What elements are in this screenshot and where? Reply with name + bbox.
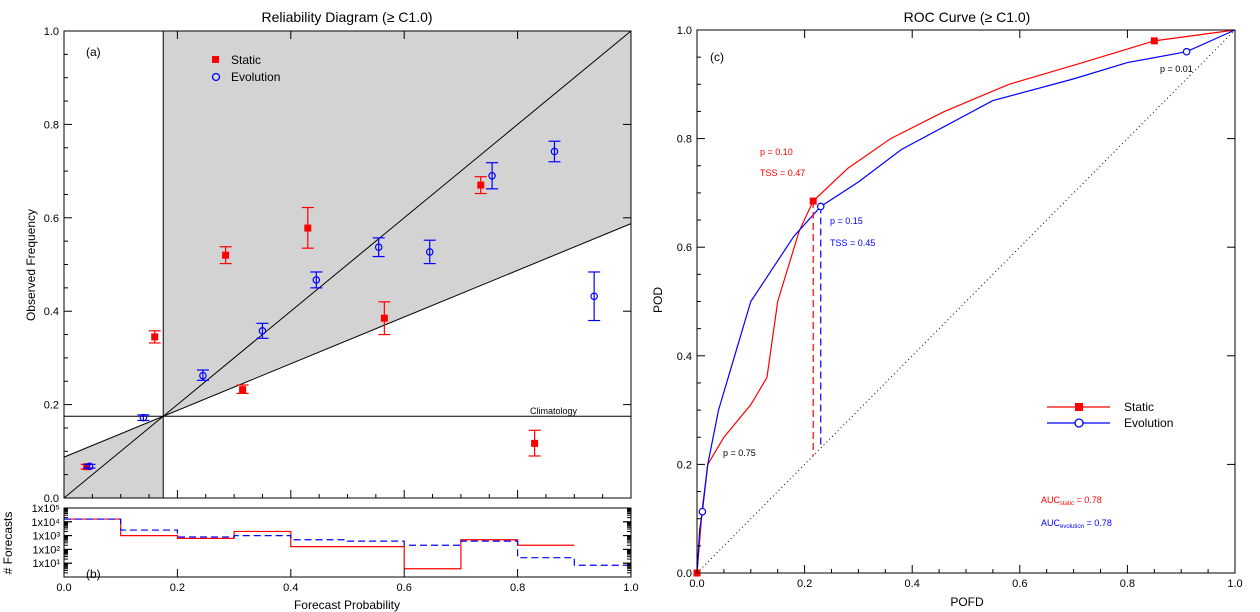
annotation-p-high: p = 0.01	[1160, 64, 1193, 74]
legend-evolution-label: Evolution	[231, 70, 280, 84]
legend-evolution-marker	[211, 72, 221, 82]
histogram-y-tick-label: 1x10³	[32, 531, 60, 543]
histogram-y-tick-label: 1x10²	[32, 544, 60, 556]
roc-y-tick-label: 0.6	[677, 242, 692, 254]
evolution-point	[139, 413, 148, 422]
roc-static-curve	[696, 29, 1236, 574]
climatology-label: Climatology	[530, 406, 578, 416]
histogram-static-line	[64, 518, 575, 570]
roc-title: ROC Curve (≥ C1.0)	[904, 9, 1031, 25]
static-optimal-point	[809, 197, 817, 205]
histogram-x-tick-label: 0.4	[283, 582, 298, 594]
reliability-title: Reliability Diagram (≥ C1.0)	[261, 9, 432, 25]
roc-y-tick-label: 1.0	[677, 25, 692, 37]
histogram-x-tick-label: 0.6	[397, 582, 412, 594]
panel-b-label: (b)	[86, 567, 101, 581]
evolution-point	[425, 248, 434, 256]
legend-static-label: Static	[231, 53, 261, 67]
reliability-y-tick-label: 0.8	[44, 119, 59, 131]
reliability-y-label: Observed Frequency	[24, 209, 38, 321]
reliability-y-tick-label: 0.6	[44, 213, 59, 225]
panel-c-label: (c)	[710, 50, 724, 64]
reliability-diagram: Reliability Diagram (≥ C1.0) 0.0 0.2 0.4 0.…	[24, 9, 632, 505]
histogram-x-label: Forecast Probability	[294, 598, 400, 612]
roc-evolution-curve	[696, 29, 1236, 574]
evolution-point	[85, 462, 94, 471]
roc-y-tick-label: 0.2	[677, 459, 692, 471]
annotation-tss-evolution: TSS = 0.45	[830, 238, 875, 248]
roc-y-tick-label: 0.4	[677, 351, 692, 363]
static-point	[151, 333, 159, 341]
static-point	[239, 386, 247, 394]
evolution-low-point	[698, 507, 707, 516]
roc-x-tick-label: 0.2	[797, 578, 812, 590]
roc-x-tick-label: 1.0	[1227, 578, 1242, 590]
histogram-x-tick-label: 0.2	[170, 582, 185, 594]
perfect-reliability-line	[63, 30, 632, 499]
roc-legend: Static Evolution	[1047, 400, 1173, 430]
annotation-p-low: p = 0.75	[723, 448, 756, 458]
roc-legend-evolution-label: Evolution	[1124, 416, 1173, 430]
histogram-plot-frame	[63, 507, 632, 578]
histogram-x-tick-label: 0.8	[510, 582, 525, 594]
roc-x-tick-label: 0.6	[1012, 578, 1027, 590]
evolution-point	[312, 276, 321, 284]
evolution-point	[258, 327, 267, 335]
evolution-point	[488, 171, 496, 180]
roc-legend-static-label: Static	[1124, 400, 1154, 414]
legend-static-marker	[212, 56, 219, 63]
roc-y-tick-label: 0.8	[677, 134, 692, 146]
no-skill-line	[63, 223, 632, 458]
annotation-p-evolution: p = 0.15	[830, 216, 863, 226]
auc-static-text: AUCstatic = 0.78	[1041, 495, 1102, 507]
panel-a-label: (a)	[86, 45, 101, 59]
evolution-optimal-point	[816, 202, 825, 211]
no-skill-diagonal	[696, 29, 1236, 574]
static-point	[531, 439, 539, 447]
roc-y-label: POD	[651, 287, 665, 313]
histogram-x-tick-label: 0.0	[56, 582, 71, 594]
annotation-tss-static: TSS = 0.47	[760, 168, 805, 178]
static-point	[380, 314, 388, 322]
roc-x-tick-label: 0.0	[689, 578, 704, 590]
roc-curve-panel: ROC Curve (≥ C1.0) 0.0 0.2 0.4 0.6 0.8 1.0 0.0…	[651, 9, 1243, 609]
auc-evolution-text: AUCevolution = 0.78	[1041, 518, 1112, 530]
evolution-point	[550, 147, 559, 156]
roc-x-tick-label: 0.8	[1120, 578, 1135, 590]
static-threshold-point	[1150, 37, 1158, 45]
roc-y-tick-label: 0.0	[677, 568, 692, 580]
histogram-x-tick-label: 1.0	[623, 582, 638, 594]
histogram-y-label: # Forecasts	[1, 512, 15, 575]
evolution-point	[199, 371, 207, 380]
static-point	[222, 251, 230, 259]
histogram-y-tick-label: 1x10⁴	[31, 517, 60, 529]
roc-x-label: POFD	[950, 595, 984, 609]
reliability-legend: Static Evolution	[211, 53, 280, 84]
histogram-evolution-line	[64, 518, 631, 566]
roc-legend-evolution-marker	[1074, 418, 1084, 428]
histogram-y-tick-label: 1x10⁵	[32, 503, 60, 515]
static-point	[477, 181, 485, 189]
annotation-p-static: p = 0.10	[760, 147, 793, 157]
reliability-y-tick-label: 1.0	[44, 26, 59, 38]
reliability-y-tick-label: 0.4	[44, 306, 59, 318]
static-point	[304, 224, 312, 232]
roc-x-tick-label: 0.4	[905, 578, 920, 590]
roc-legend-static-marker	[1075, 403, 1083, 411]
reliability-y-tick-label: 0.0	[44, 493, 59, 505]
reliability-y-tick-label: 0.2	[44, 400, 59, 412]
histogram-y-tick-label: 1x10¹	[32, 558, 60, 570]
evolution-threshold-point	[1182, 47, 1191, 56]
evolution-point	[590, 292, 598, 301]
evolution-point	[374, 243, 383, 252]
